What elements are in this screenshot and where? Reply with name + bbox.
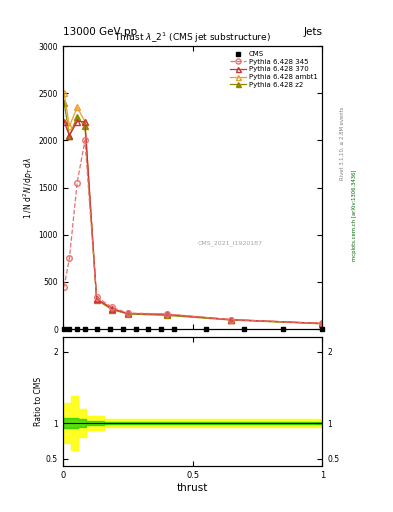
Pythia 6.428 z2 <box>67 133 72 139</box>
Text: 13000 GeV pp: 13000 GeV pp <box>63 27 137 37</box>
CMS <box>83 326 87 332</box>
Pythia 6.428 ambt1 <box>164 311 169 317</box>
Pythia 6.428 z2 <box>164 312 169 318</box>
Pythia 6.428 345 <box>320 321 325 327</box>
Legend: CMS, Pythia 6.428 345, Pythia 6.428 370, Pythia 6.428 ambt1, Pythia 6.428 z2: CMS, Pythia 6.428 345, Pythia 6.428 370,… <box>229 50 319 89</box>
Pythia 6.428 z2 <box>320 321 325 327</box>
CMS <box>146 326 151 332</box>
CMS <box>75 326 79 332</box>
Pythia 6.428 z2 <box>62 100 66 106</box>
Pythia 6.428 ambt1 <box>125 310 130 316</box>
Pythia 6.428 370 <box>125 310 130 316</box>
Pythia 6.428 345 <box>75 180 79 186</box>
Pythia 6.428 z2 <box>94 297 99 303</box>
CMS <box>120 326 125 332</box>
Pythia 6.428 345 <box>62 284 66 290</box>
CMS <box>94 326 99 332</box>
Pythia 6.428 z2 <box>83 123 87 130</box>
Line: Pythia 6.428 z2: Pythia 6.428 z2 <box>61 100 325 327</box>
Pythia 6.428 ambt1 <box>67 123 72 130</box>
Y-axis label: Ratio to CMS: Ratio to CMS <box>34 377 43 426</box>
Pythia 6.428 345 <box>164 311 169 317</box>
CMS <box>242 326 247 332</box>
Pythia 6.428 345 <box>229 316 234 323</box>
Pythia 6.428 345 <box>125 310 130 316</box>
Pythia 6.428 370 <box>75 118 79 124</box>
CMS <box>133 326 138 332</box>
CMS <box>62 326 66 332</box>
Text: mcplots.cern.ch [arXiv:1306.3436]: mcplots.cern.ch [arXiv:1306.3436] <box>352 169 357 261</box>
Pythia 6.428 345 <box>94 294 99 300</box>
CMS <box>172 326 177 332</box>
Pythia 6.428 370 <box>320 321 325 327</box>
Pythia 6.428 ambt1 <box>75 104 79 111</box>
Line: CMS: CMS <box>62 327 325 331</box>
Pythia 6.428 z2 <box>110 307 114 313</box>
Pythia 6.428 370 <box>94 296 99 302</box>
Pythia 6.428 ambt1 <box>320 321 325 327</box>
CMS <box>107 326 112 332</box>
Pythia 6.428 ambt1 <box>94 296 99 302</box>
Pythia 6.428 z2 <box>229 317 234 323</box>
Pythia 6.428 ambt1 <box>229 316 234 323</box>
Pythia 6.428 ambt1 <box>110 306 114 312</box>
Pythia 6.428 z2 <box>75 114 79 120</box>
CMS <box>281 326 286 332</box>
Line: Pythia 6.428 345: Pythia 6.428 345 <box>61 138 325 326</box>
CMS <box>159 326 164 332</box>
Pythia 6.428 370 <box>110 306 114 312</box>
Pythia 6.428 345 <box>110 304 114 310</box>
Pythia 6.428 370 <box>62 118 66 124</box>
Pythia 6.428 z2 <box>125 311 130 317</box>
Line: Pythia 6.428 ambt1: Pythia 6.428 ambt1 <box>61 91 325 326</box>
Text: CMS_2021_I1920187: CMS_2021_I1920187 <box>198 240 263 246</box>
Pythia 6.428 ambt1 <box>83 118 87 124</box>
Pythia 6.428 370 <box>229 316 234 323</box>
Pythia 6.428 345 <box>67 255 72 262</box>
CMS <box>67 326 72 332</box>
Text: Jets: Jets <box>303 27 322 37</box>
Pythia 6.428 345 <box>83 137 87 143</box>
CMS <box>203 326 208 332</box>
CMS <box>320 326 325 332</box>
Line: Pythia 6.428 370: Pythia 6.428 370 <box>61 119 325 326</box>
Pythia 6.428 370 <box>83 118 87 124</box>
Text: Rivet 3.1.10, ≥ 2.8M events: Rivet 3.1.10, ≥ 2.8M events <box>340 106 345 180</box>
Y-axis label: $\mathrm{1}\,/\,\mathrm{N}\;\mathrm{d}^{2}N\,/\,\mathrm{d}p_{\mathrm{T}}\,\mathr: $\mathrm{1}\,/\,\mathrm{N}\;\mathrm{d}^{… <box>21 157 36 219</box>
X-axis label: thrust: thrust <box>177 482 208 493</box>
Pythia 6.428 370 <box>164 311 169 317</box>
Title: Thrust $\lambda\_2^{1}$ (CMS jet substructure): Thrust $\lambda\_2^{1}$ (CMS jet substru… <box>114 30 271 45</box>
Pythia 6.428 ambt1 <box>62 90 66 96</box>
Pythia 6.428 370 <box>67 133 72 139</box>
